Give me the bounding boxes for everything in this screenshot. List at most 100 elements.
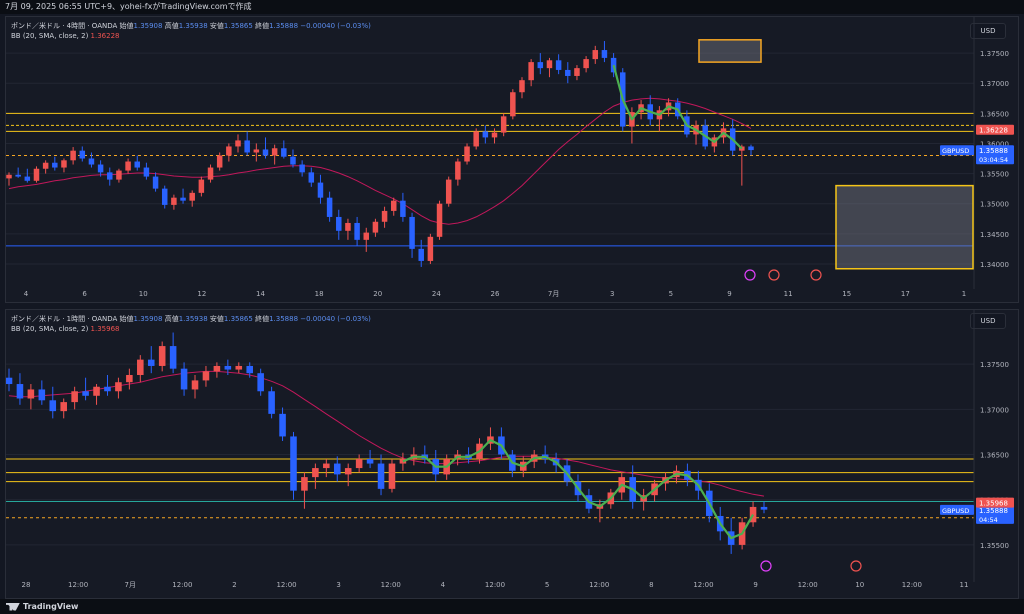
- candle-body: [246, 365, 254, 374]
- currency-button[interactable]: USD: [970, 313, 1006, 329]
- y-tick-label: 1.35500: [980, 542, 1009, 550]
- x-tick-label: 12:00: [798, 581, 818, 589]
- candle-body: [60, 402, 67, 412]
- x-tick-label: 15: [842, 290, 851, 298]
- x-tick-label: 10: [139, 290, 148, 298]
- symbol-label: ポンド／米ドル · 4時間 · OANDA: [11, 22, 118, 30]
- ohlc-legend-1h: ポンド／米ドル · 1時間 · OANDA 始値1.35908 高値1.3593…: [11, 314, 371, 324]
- candle-body: [71, 391, 78, 403]
- price-tag-symbol-bg: [940, 145, 974, 156]
- candlestick-chart-4h[interactable]: 1.37500 1.37000 1.36500 1.36000 1.35500 1.350…: [6, 17, 1018, 302]
- candle-body: [299, 164, 305, 173]
- x-tick-label: 14: [256, 290, 265, 298]
- candle-body: [748, 146, 754, 151]
- candle-body: [143, 167, 150, 177]
- candle-body: [158, 346, 166, 366]
- candle-body: [244, 140, 250, 153]
- x-tick-label: 9: [753, 581, 757, 589]
- candle-body: [290, 156, 296, 165]
- x-tick-label: 1: [962, 290, 966, 298]
- candle-body: [180, 368, 188, 390]
- candle-body: [760, 506, 768, 510]
- bb-legend-4h: BB (20, SMA, close, 2) 1.36228: [11, 32, 120, 40]
- x-tick-label: 12:00: [693, 581, 713, 589]
- x-tick-label: 12:00: [172, 581, 192, 589]
- candle-body: [235, 365, 243, 370]
- candle-body: [301, 477, 308, 491]
- x-tick-label: 7月: [124, 581, 135, 589]
- bb-label: BB (20, SMA, close, 2): [11, 32, 89, 40]
- close-label: 終値: [255, 315, 270, 323]
- x-tick-label: 8: [649, 581, 653, 589]
- currency-button[interactable]: USD: [970, 23, 1006, 39]
- ohlc-legend-4h: ポンド／米ドル · 4時間 · OANDA 始値1.35908 高値1.3593…: [11, 21, 371, 31]
- candle-body: [491, 132, 498, 138]
- close-value: 1.35888: [269, 22, 299, 30]
- open-label: 始値: [119, 315, 134, 323]
- candle-body: [147, 359, 155, 366]
- candle-body: [336, 216, 342, 231]
- candle-body: [6, 174, 12, 179]
- high-value: 1.35938: [178, 22, 208, 30]
- candle-body: [601, 50, 608, 58]
- candle-body: [400, 200, 406, 217]
- brand-text: TradingView: [23, 602, 79, 611]
- candle-body: [226, 146, 232, 156]
- candle-body: [290, 436, 297, 491]
- candle-body: [409, 216, 415, 249]
- candlestick-chart-1h[interactable]: 1.375001.370001.365001.360001.355002812:…: [6, 310, 1018, 598]
- candle-body: [49, 400, 57, 412]
- y-tick-label: 1.37000: [980, 80, 1009, 88]
- candle-body: [455, 161, 461, 180]
- x-tick-label: 18: [315, 290, 324, 298]
- candle-body: [345, 222, 351, 231]
- price-tag-symbol-bg: [940, 504, 974, 515]
- y-tick-label: 1.36500: [980, 452, 1009, 460]
- x-tick-label: 12:00: [902, 581, 922, 589]
- open-value: 1.35908: [133, 315, 163, 323]
- change-value: −0.00040 (−0.03%): [300, 315, 371, 323]
- x-tick-label: 5: [669, 290, 673, 298]
- footer-bar: TradingView: [0, 599, 1024, 614]
- x-tick-label: 7月: [548, 290, 559, 298]
- candle-body: [189, 192, 195, 201]
- x-tick-label: 12:00: [485, 581, 505, 589]
- candle-body: [445, 179, 452, 204]
- x-tick-label: 4: [441, 581, 446, 589]
- candle-body: [519, 80, 525, 93]
- x-tick-label: 11: [960, 581, 969, 589]
- tradingview-mark-icon: [6, 602, 20, 611]
- y-tick-label: 1.35500: [980, 171, 1009, 179]
- candle-body: [268, 391, 275, 414]
- bb-basis-line: [8, 97, 752, 225]
- bb-value: 1.36228: [90, 32, 120, 40]
- x-tick-label: 12:00: [589, 581, 609, 589]
- target-zone-lower: [835, 184, 974, 270]
- candle-body: [366, 459, 374, 464]
- candle-body: [333, 463, 341, 475]
- candle-body: [61, 160, 67, 168]
- candle-body: [279, 413, 286, 437]
- candle-body: [93, 386, 100, 396]
- y-tick-label: 1.37500: [980, 361, 1009, 369]
- open-label: 始値: [119, 22, 134, 30]
- x-tick-label: 20: [373, 290, 382, 298]
- low-label: 安値: [209, 22, 224, 30]
- event-flag-icon: [768, 269, 780, 281]
- low-value: 1.35865: [223, 315, 253, 323]
- candle-body: [381, 210, 388, 222]
- candle-body: [152, 176, 159, 189]
- chart-pane-4h[interactable]: ポンド／米ドル · 4時間 · OANDA 始値1.35908 高値1.3593…: [5, 16, 1019, 303]
- candle-body: [565, 69, 571, 76]
- candle-body: [390, 200, 397, 211]
- candle-body: [70, 150, 76, 161]
- candle-body: [115, 382, 122, 392]
- candle-body: [528, 62, 534, 81]
- close-label: 終値: [255, 22, 270, 30]
- candle-body: [126, 374, 133, 383]
- x-tick-label: 10: [855, 581, 864, 589]
- high-label: 高値: [164, 22, 179, 30]
- chart-pane-1h[interactable]: ポンド／米ドル · 1時間 · OANDA 始値1.35908 高値1.3593…: [5, 309, 1019, 599]
- candle-body: [180, 197, 186, 201]
- drawn-trend-path: [612, 64, 743, 150]
